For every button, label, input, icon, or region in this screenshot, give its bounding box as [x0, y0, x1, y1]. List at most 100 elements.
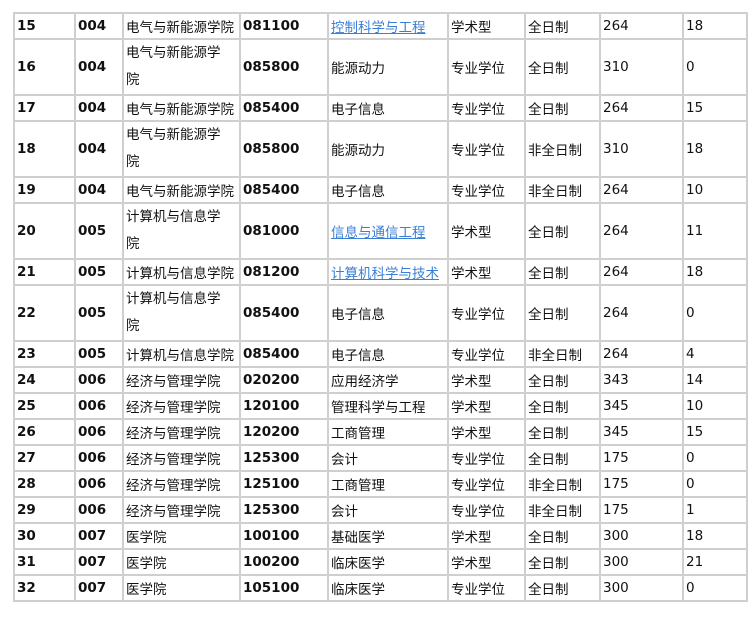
major-code-cell: 085800 — [239, 120, 329, 178]
major-name: 电子信息 — [331, 102, 385, 118]
college-code: 006 — [78, 450, 107, 466]
table-row: 18 004 电气与新能源学院 085800 能源动力 专业学位 非全日制 310 18 — [13, 120, 748, 178]
quota: 10 — [686, 398, 704, 414]
quota-cell: 10 — [682, 176, 748, 204]
major-code: 100200 — [243, 554, 300, 570]
degree-type-cell: 专业学位 — [447, 176, 526, 204]
quota-cell: 18 — [682, 522, 748, 550]
degree-type: 学术型 — [451, 225, 492, 241]
major-code-cell: 105100 — [239, 574, 329, 602]
college-name: 计算机与信息学院 — [126, 348, 234, 364]
quota: 21 — [686, 554, 704, 570]
degree-type-cell: 专业学位 — [447, 470, 526, 498]
major-code: 105100 — [243, 580, 300, 596]
college-name-cell: 医学院 — [122, 522, 241, 550]
major-name-cell: 应用经济学 — [327, 366, 449, 394]
college-code-cell: 004 — [74, 94, 124, 122]
study-mode-cell: 非全日制 — [524, 340, 601, 368]
quota-cell: 10 — [682, 392, 748, 420]
major-name-cell: 电子信息 — [327, 94, 449, 122]
quota: 0 — [686, 476, 695, 492]
college-code: 006 — [78, 372, 107, 388]
major-code-cell: 125300 — [239, 496, 329, 524]
score-line: 300 — [603, 554, 629, 570]
college-name: 经济与管理学院 — [126, 478, 221, 494]
major-name-cell: 能源动力 — [327, 120, 449, 178]
table-row: 15 004 电气与新能源学院 081100 控制科学与工程 学术型 全日制 264 18 — [13, 12, 748, 40]
degree-type-cell: 学术型 — [447, 392, 526, 420]
study-mode: 全日制 — [528, 400, 569, 416]
quota-cell: 0 — [682, 284, 748, 342]
major-name: 管理科学与工程 — [331, 400, 426, 416]
score-line: 175 — [603, 502, 629, 518]
college-name: 医学院 — [126, 582, 167, 598]
study-mode: 全日制 — [528, 225, 569, 241]
degree-type-cell: 学术型 — [447, 202, 526, 260]
study-mode-cell: 全日制 — [524, 574, 601, 602]
major-link[interactable]: 控制科学与工程 — [331, 20, 426, 36]
major-code-cell: 120100 — [239, 392, 329, 420]
row-number-cell: 17 — [13, 94, 76, 122]
row-number-cell: 18 — [13, 120, 76, 178]
college-code-cell: 006 — [74, 392, 124, 420]
college-name: 经济与管理学院 — [126, 400, 221, 416]
degree-type: 学术型 — [451, 530, 492, 546]
college-code: 005 — [78, 223, 107, 239]
study-mode-cell: 全日制 — [524, 548, 601, 576]
major-name-cell: 信息与通信工程 — [327, 202, 449, 260]
major-link[interactable]: 信息与通信工程 — [331, 225, 426, 241]
score-line: 310 — [603, 141, 629, 157]
row-number-cell: 32 — [13, 574, 76, 602]
degree-type: 学术型 — [451, 20, 492, 36]
study-mode: 全日制 — [528, 61, 569, 77]
score-line-cell: 264 — [599, 94, 684, 122]
score-line-cell: 343 — [599, 366, 684, 394]
major-code-cell: 085400 — [239, 176, 329, 204]
table-row: 32 007 医学院 105100 临床医学 专业学位 全日制 300 0 — [13, 574, 748, 602]
row-number: 27 — [17, 450, 36, 466]
table-row: 30 007 医学院 100100 基础医学 学术型 全日制 300 18 — [13, 522, 748, 550]
study-mode-cell: 非全日制 — [524, 120, 601, 178]
row-number: 32 — [17, 580, 36, 596]
row-number: 24 — [17, 372, 36, 388]
major-name-cell: 临床医学 — [327, 548, 449, 576]
major-link[interactable]: 计算机科学与技术 — [331, 266, 439, 282]
table-row: 20 005 计算机与信息学院 081000 信息与通信工程 学术型 全日制 264 11 — [13, 202, 748, 260]
college-code-cell: 005 — [74, 202, 124, 260]
major-code: 081100 — [243, 18, 300, 34]
degree-type: 专业学位 — [451, 307, 505, 323]
score-line-cell: 310 — [599, 120, 684, 178]
degree-type: 学术型 — [451, 556, 492, 572]
quota-cell: 15 — [682, 94, 748, 122]
row-number: 29 — [17, 502, 36, 518]
college-code: 004 — [78, 59, 107, 75]
major-code: 120200 — [243, 424, 300, 440]
college-code-cell: 007 — [74, 574, 124, 602]
major-code: 085400 — [243, 305, 300, 321]
college-name-cell: 医学院 — [122, 548, 241, 576]
row-number-cell: 20 — [13, 202, 76, 260]
college-name-cell: 经济与管理学院 — [122, 444, 241, 472]
row-number: 19 — [17, 182, 36, 198]
college-name: 经济与管理学院 — [126, 374, 221, 390]
row-number-cell: 26 — [13, 418, 76, 446]
score-line-cell: 264 — [599, 202, 684, 260]
row-number-cell: 21 — [13, 258, 76, 286]
score-line: 310 — [603, 59, 629, 75]
degree-type-cell: 专业学位 — [447, 38, 526, 96]
major-name-cell: 电子信息 — [327, 284, 449, 342]
row-number-cell: 16 — [13, 38, 76, 96]
major-code: 120100 — [243, 398, 300, 414]
score-line-cell: 175 — [599, 470, 684, 498]
score-line: 345 — [603, 398, 629, 414]
college-name: 计算机与信息学院 — [126, 291, 221, 334]
major-name: 电子信息 — [331, 307, 385, 323]
score-line-cell: 345 — [599, 392, 684, 420]
college-name-cell: 经济与管理学院 — [122, 418, 241, 446]
college-code-cell: 006 — [74, 418, 124, 446]
row-number: 22 — [17, 305, 36, 321]
college-name-cell: 电气与新能源学院 — [122, 120, 241, 178]
college-name: 电气与新能源学院 — [126, 184, 234, 200]
major-name-cell: 管理科学与工程 — [327, 392, 449, 420]
major-name-cell: 电子信息 — [327, 176, 449, 204]
